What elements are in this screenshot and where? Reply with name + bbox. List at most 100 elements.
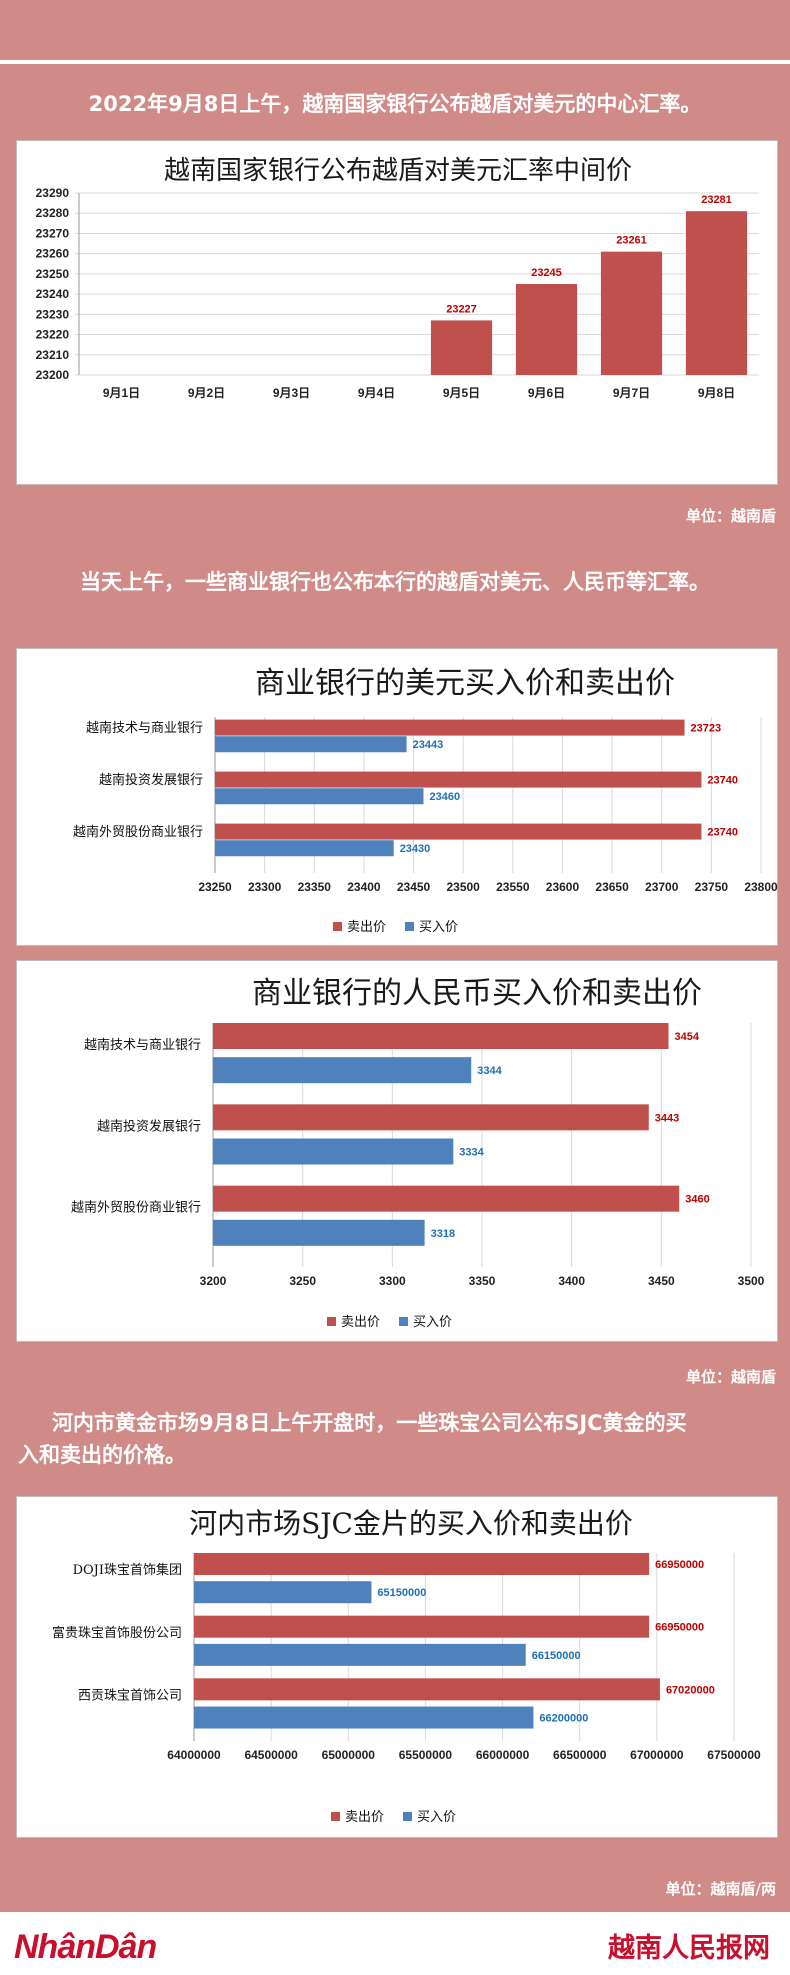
chart-panel-gold: 河内市场SJC金片的买入价和卖出价 64000000 64500000 6500000… (16, 1496, 778, 1838)
data-label: 23281 (701, 194, 732, 206)
x-tick-label: 23300 (248, 880, 282, 894)
y-tick-label: 23290 (36, 186, 70, 200)
bar-buy (213, 1219, 425, 1246)
data-label-sell: 23740 (707, 827, 738, 839)
bar-buy (215, 840, 394, 857)
x-tick-label: 66000000 (476, 1748, 530, 1762)
data-label: 23261 (616, 235, 647, 247)
bar-sell (215, 771, 702, 788)
x-tick-label: 23250 (198, 880, 232, 894)
data-label-buy: 23443 (413, 739, 444, 751)
x-tick-label: 3350 (469, 1274, 496, 1288)
x-tick-label: 9月2日 (188, 386, 225, 400)
x-tick-label: 66500000 (553, 1748, 607, 1762)
x-tick-label: 64000000 (167, 1748, 221, 1762)
bar-sell (194, 1678, 660, 1701)
chart-panel-central-rate: 越南国家银行公布越盾对美元汇率中间价 23200 23210 23220 23230 23… (16, 140, 778, 485)
data-label: 23227 (446, 303, 477, 315)
bar (515, 284, 578, 375)
data-label-buy: 66150000 (532, 1650, 581, 1662)
x-tick-label: 64500000 (244, 1748, 298, 1762)
category-label: 越南外贸股份商业银行 (73, 824, 203, 840)
data-label-buy: 23460 (429, 791, 460, 803)
data-label-sell: 67020000 (666, 1684, 715, 1696)
bar-buy (213, 1138, 454, 1165)
cny-rate-chart: 商业银行的人民币买入价和卖出价 3200 3250 3300 3350 3400 3450 3… (71, 976, 765, 1330)
data-label-sell: 23740 (707, 775, 738, 787)
x-tick-label: 3300 (379, 1274, 406, 1288)
legend-swatch-sell (327, 1317, 336, 1326)
data-label-buy: 23430 (400, 843, 431, 855)
intro-paragraph-1: 2022年9月8日上午，越南国家银行公布越盾对美元的中心汇率。 (88, 92, 702, 116)
category-label: 越南技术与商业银行 (84, 1037, 201, 1053)
category-label: 西贡珠宝首饰公司 (78, 1688, 182, 1703)
y-tick-label: 23260 (36, 247, 70, 261)
x-tick-label: 9月6日 (528, 386, 565, 400)
category-label: 越南投资发展银行 (99, 772, 203, 788)
x-tick-label: 23600 (546, 880, 580, 894)
bar-sell (213, 1104, 649, 1131)
y-tick-label: 23230 (36, 307, 70, 321)
bar-sell (194, 1615, 650, 1638)
bar-sell (194, 1553, 650, 1575)
x-tick-label: 3400 (558, 1274, 585, 1288)
y-tick-label: 23280 (36, 206, 70, 220)
data-label-sell: 66950000 (655, 1622, 704, 1634)
legend-label-sell: 卖出价 (347, 920, 386, 935)
intro-paragraph-3-line-2: 入和卖出的价格。 (18, 1443, 186, 1467)
bar (430, 320, 493, 375)
x-tick-label: 3250 (289, 1274, 316, 1288)
bar-buy (194, 1581, 372, 1604)
unit-label-1: 单位：越南盾 (685, 507, 776, 525)
chart-title: 商业银行的美元买入价和卖出价 (255, 666, 675, 701)
gold-price-chart: 河内市场SJC金片的买入价和卖出价 64000000 64500000 6500000… (52, 1507, 761, 1825)
footer-bar: NhânDân 越南人民报网 (0, 1912, 790, 1975)
bar (685, 211, 748, 375)
bar (600, 251, 663, 375)
legend-label-sell: 卖出价 (341, 1315, 380, 1330)
nhandan-logo[interactable]: NhânDân (14, 1928, 157, 1966)
bar-sell (213, 1185, 680, 1212)
x-tick-label: 67500000 (707, 1748, 761, 1762)
legend-swatch-buy (403, 1812, 412, 1821)
data-label-buy: 3318 (431, 1228, 455, 1240)
central-rate-chart: 越南国家银行公布越盾对美元汇率中间价2320023210232202323023… (36, 156, 759, 400)
data-label-buy: 66200000 (539, 1713, 588, 1725)
legend-swatch-buy (399, 1317, 408, 1326)
bar-buy (194, 1643, 526, 1666)
x-tick-label: 23400 (347, 880, 381, 894)
legend-swatch-sell (333, 922, 342, 931)
legend-label-sell: 卖出价 (345, 1810, 384, 1825)
site-name[interactable]: 越南人民报网 (608, 1933, 770, 1964)
category-label: 富贵珠宝首饰股份公司 (52, 1625, 182, 1641)
chart-panel-cny: 商业银行的人民币买入价和卖出价 3200 3250 3300 3350 3400 3450 3… (16, 960, 778, 1342)
intro-paragraph-3-line-1: 河内市黄金市场9月8日上午开盘时，一些珠宝公司公布SJC黄金的买 (52, 1411, 687, 1435)
legend-label-buy: 买入价 (419, 920, 458, 935)
x-tick-label: 65500000 (399, 1748, 453, 1762)
bar-sell (213, 1023, 669, 1049)
chart-panel-usd: 商业银行的美元买入价和卖出价 23250 23300 23350 23400 23450 2… (16, 648, 778, 946)
bar-sell (215, 719, 685, 736)
y-tick-label: 23210 (36, 348, 70, 362)
x-tick-label: 9月3日 (273, 386, 310, 400)
legend-label-buy: 买入价 (413, 1315, 452, 1330)
bar-buy (213, 1057, 472, 1084)
category-label: DOJI珠宝首饰集团 (73, 1562, 182, 1578)
x-tick-label: 9月5日 (443, 386, 480, 400)
data-label-sell: 66950000 (655, 1559, 704, 1571)
bar-sell (215, 823, 702, 840)
x-tick-label: 23800 (744, 880, 778, 894)
data-label-buy: 3344 (477, 1065, 502, 1077)
category-label: 越南投资发展银行 (97, 1118, 201, 1134)
chart-title: 越南国家银行公布越盾对美元汇率中间价 (164, 156, 632, 186)
x-tick-label: 23350 (298, 880, 332, 894)
x-tick-label: 67000000 (630, 1748, 684, 1762)
data-label-sell: 3460 (685, 1194, 709, 1206)
intro-paragraph-2: 当天上午，一些商业银行也公布本行的越盾对美元、人民币等汇率。 (80, 570, 710, 594)
x-tick-label: 3500 (738, 1274, 765, 1288)
x-tick-label: 3200 (200, 1274, 227, 1288)
x-tick-label: 23550 (496, 880, 530, 894)
unit-label-3: 单位：越南盾/两 (665, 1880, 776, 1898)
x-tick-label: 3450 (648, 1274, 675, 1288)
data-label-sell: 3454 (675, 1031, 700, 1043)
